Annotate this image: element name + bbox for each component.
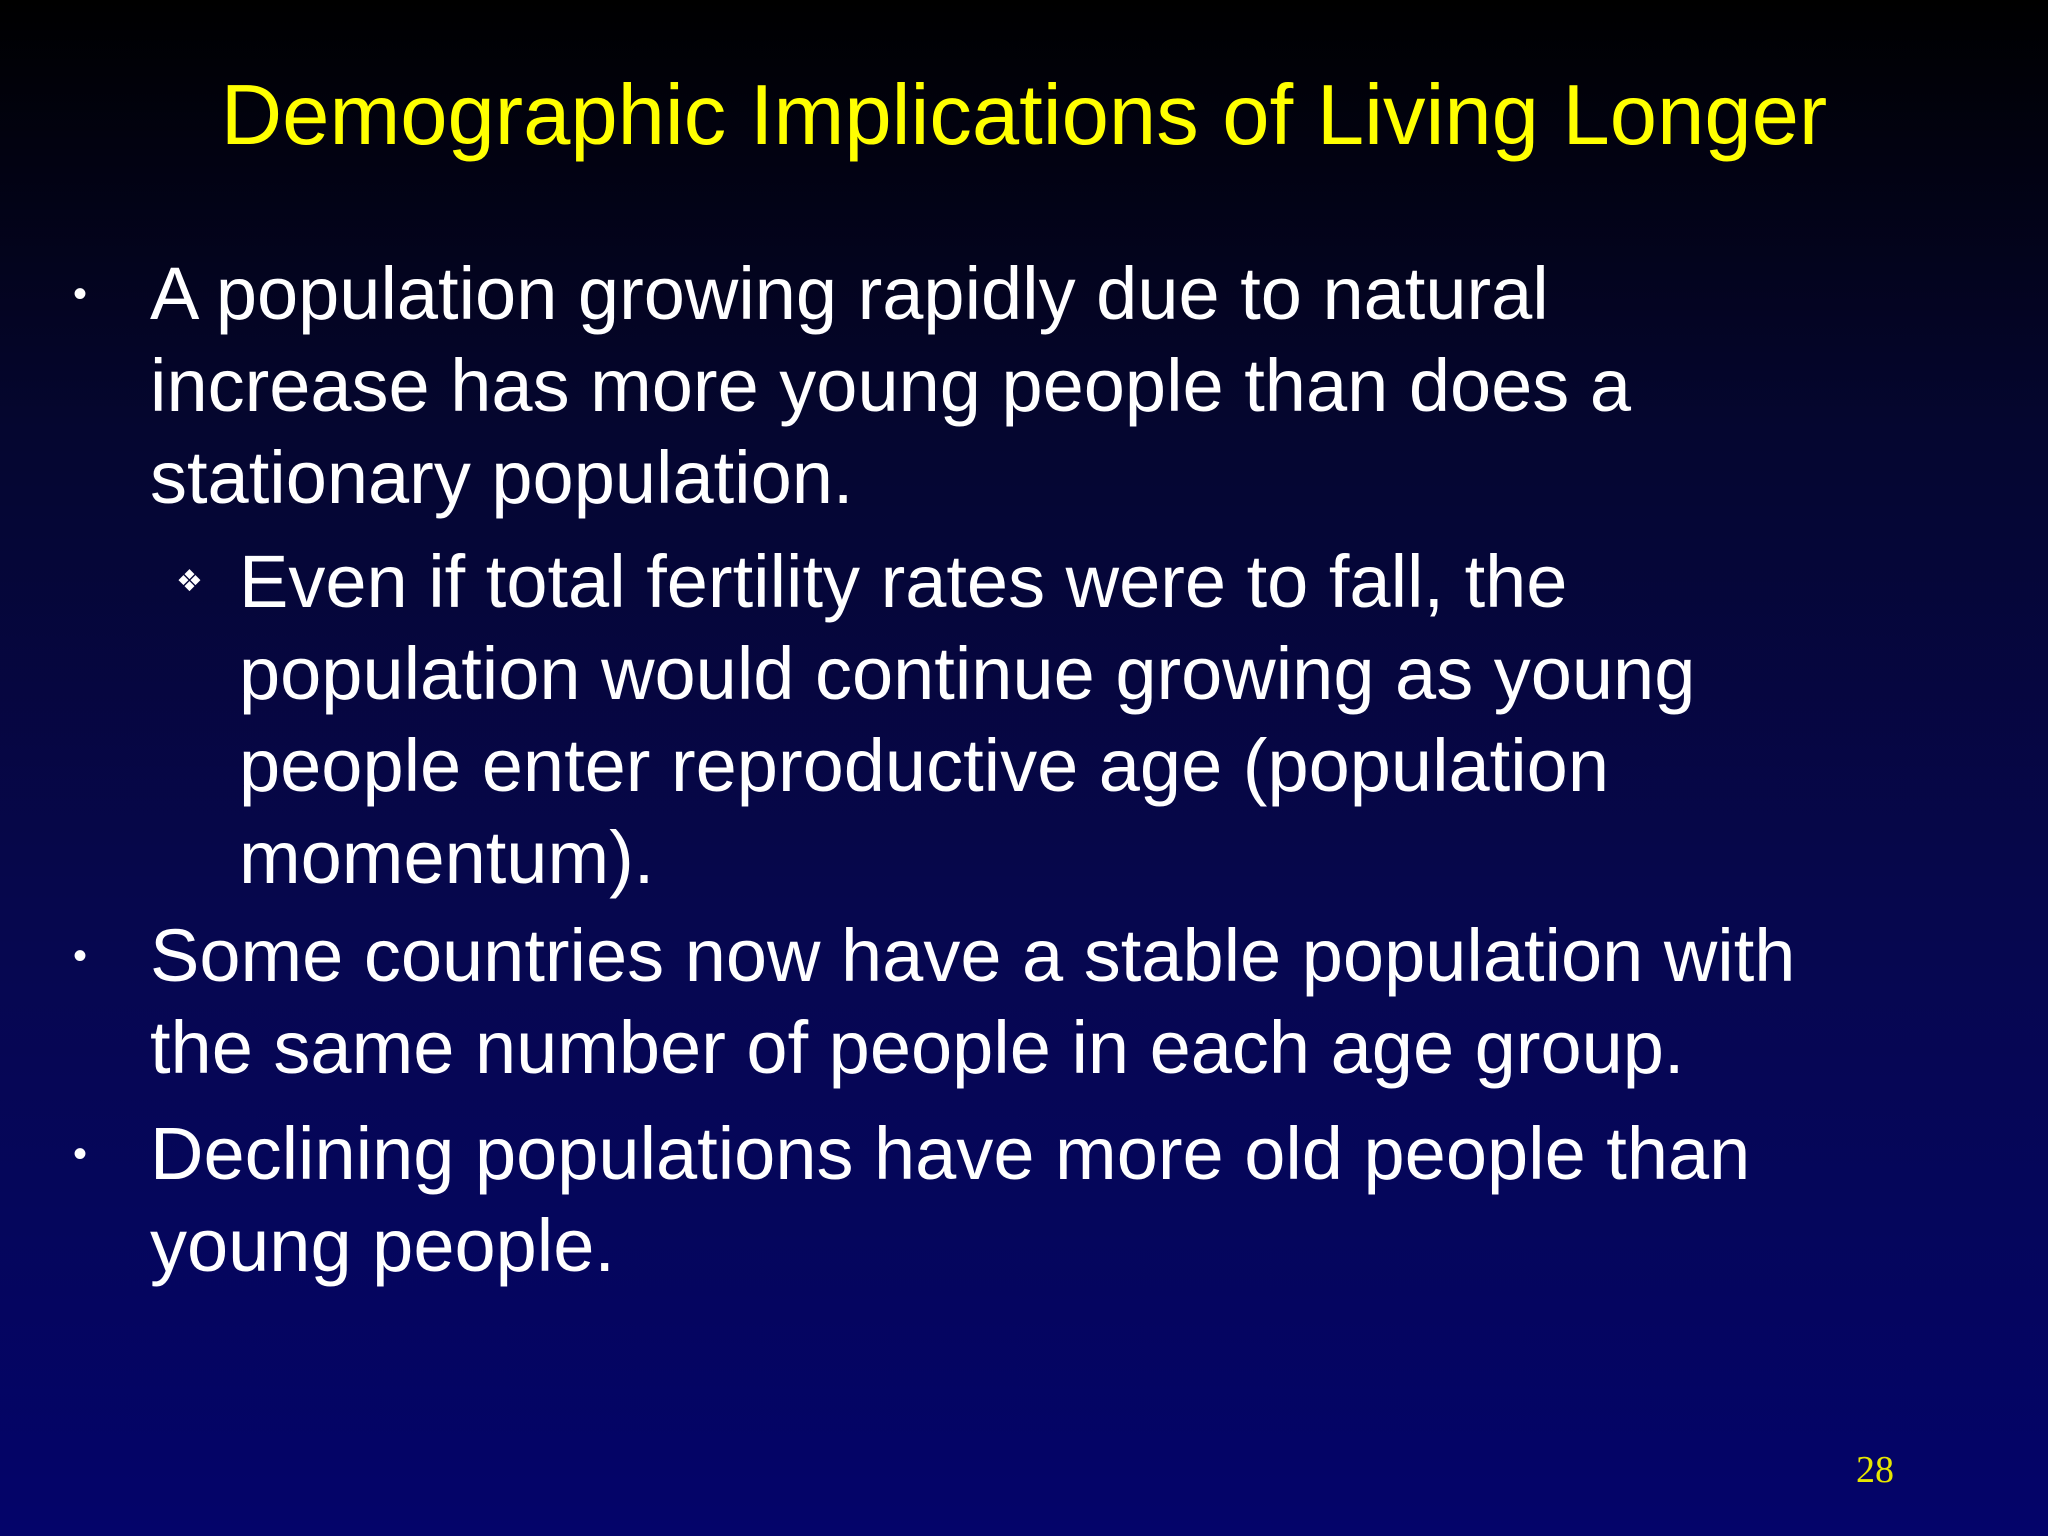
page-number: 28 xyxy=(1856,1449,1894,1491)
bullet-text: Some countries now have a stable populat… xyxy=(150,914,1796,1089)
sub-bullet-text: Even if total fertility rates were to fa… xyxy=(239,540,1696,899)
bullet-text: A population growing rapidly due to natu… xyxy=(150,252,1632,519)
bullet-dot-icon: • xyxy=(73,1132,88,1176)
bullet-dot-icon: • xyxy=(73,272,88,316)
slide-title: Demographic Implications of Living Longe… xyxy=(220,68,1828,163)
bullet-dot-icon: • xyxy=(73,934,88,978)
diamond-bullet-icon: ❖ xyxy=(176,564,203,599)
bullet-text: Declining populations have more old peop… xyxy=(150,1112,1751,1287)
